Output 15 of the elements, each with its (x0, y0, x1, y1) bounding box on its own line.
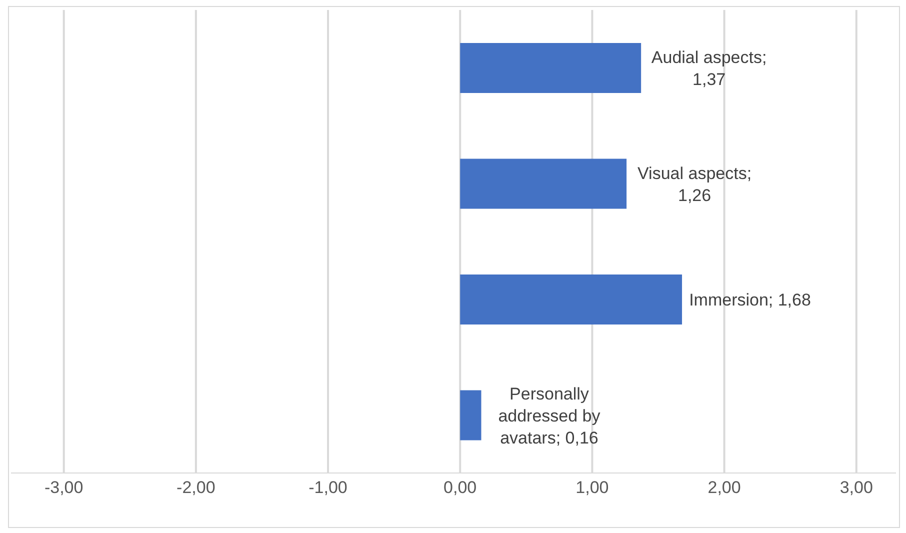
bar (460, 390, 482, 440)
x-tick-label: 0,00 (444, 478, 477, 498)
x-tick-label: -3,00 (44, 478, 84, 498)
bar (460, 158, 627, 209)
bar (460, 43, 642, 93)
x-tick-label: 3,00 (840, 478, 873, 498)
data-label: Audial aspects; 1,37 (651, 48, 767, 88)
x-tick-label: -2,00 (176, 478, 216, 498)
x-tick-label: 1,00 (576, 478, 609, 498)
x-tick-label: -1,00 (308, 478, 348, 498)
data-label: Immersion; 1,68 (689, 290, 811, 309)
data-label: Visual aspects; 1,26 (638, 163, 752, 204)
data-label: Personally addressed by avatars; 0,16 (498, 384, 601, 447)
bar (460, 274, 682, 324)
x-tick-label: 2,00 (708, 478, 741, 498)
